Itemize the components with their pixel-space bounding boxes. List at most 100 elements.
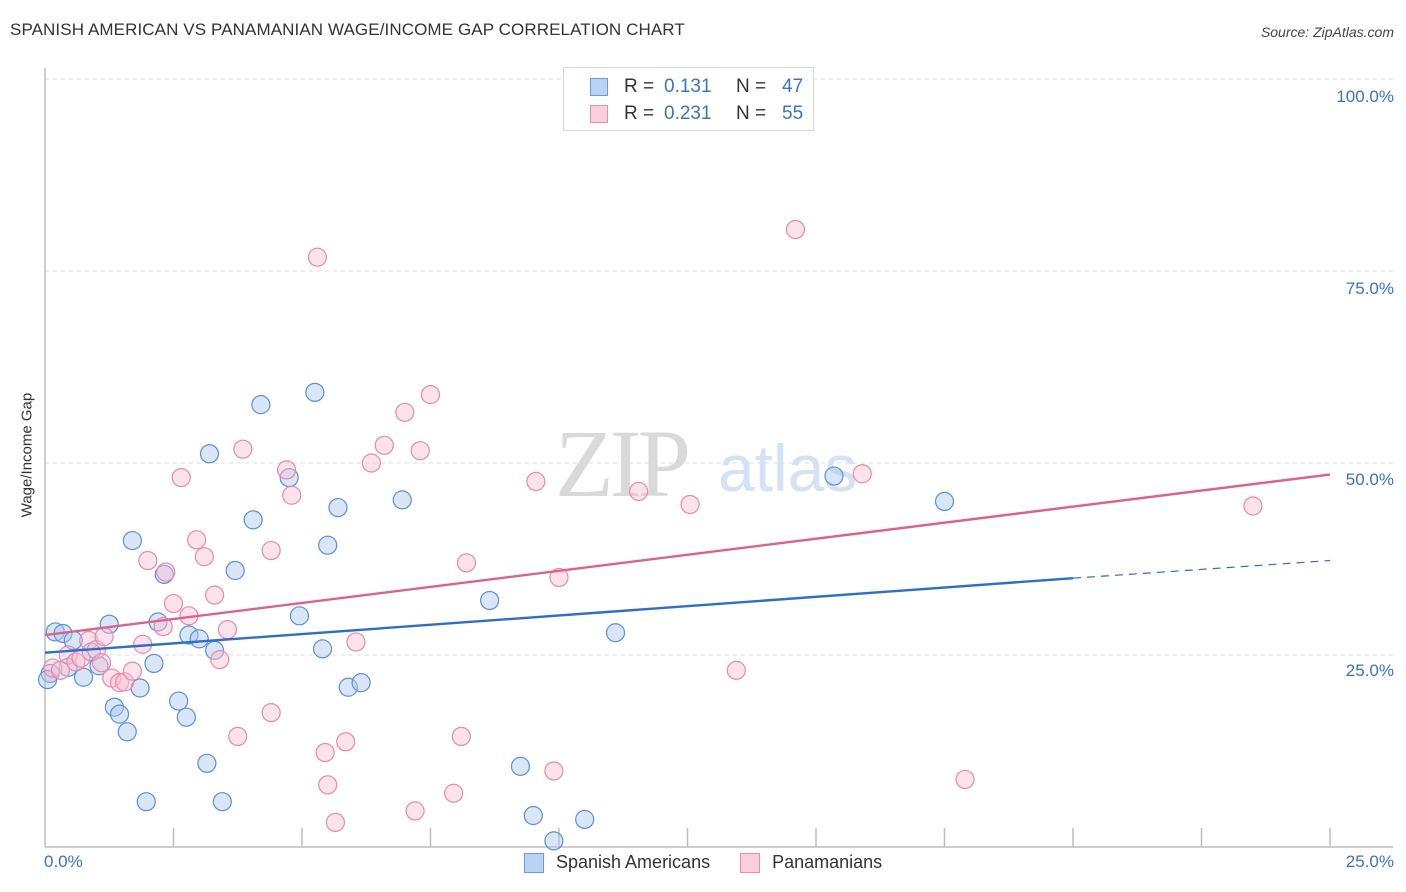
y-tick-25: 25.0% — [1345, 661, 1394, 680]
data-point — [261, 702, 281, 723]
data-point — [138, 550, 158, 571]
data-point — [91, 653, 112, 673]
legend-row-spanish-americans: R = 0.131 N = 47 — [590, 76, 803, 98]
data-point — [109, 704, 130, 724]
data-point — [544, 831, 564, 851]
data-point — [156, 562, 176, 582]
data-point — [395, 402, 415, 422]
data-point — [89, 656, 109, 676]
data-point — [176, 707, 196, 727]
n-value: 55 — [782, 103, 804, 124]
data-point — [276, 460, 297, 480]
data-point — [315, 742, 335, 763]
data-point — [328, 497, 348, 518]
r-label: R = — [624, 103, 655, 124]
spanish-americans-points — [37, 382, 955, 851]
x-tick-0: 0.0% — [44, 852, 83, 871]
data-point — [680, 494, 700, 515]
data-point — [410, 441, 430, 461]
data-point — [50, 660, 71, 680]
n-label: N = — [736, 103, 767, 124]
legend-item-spanish-americans[interactable]: Spanish Americans — [524, 852, 710, 873]
r-value: 0.231 — [664, 103, 712, 124]
y-tick-100: 100.0% — [1336, 87, 1394, 106]
panamanians-points — [43, 219, 1263, 833]
data-point — [346, 632, 366, 652]
data-point — [336, 732, 356, 752]
chart-title: SPANISH AMERICAN VS PANAMANIAN WAGE/INCO… — [10, 20, 685, 39]
data-point — [955, 769, 975, 790]
data-point — [189, 629, 209, 649]
n-value: 47 — [782, 76, 804, 97]
data-point — [163, 593, 184, 614]
data-point — [456, 553, 477, 573]
data-point — [43, 658, 63, 678]
data-point — [325, 812, 346, 833]
data-point — [318, 535, 338, 555]
data-point — [785, 219, 806, 240]
data-point — [136, 792, 156, 812]
data-point — [374, 435, 394, 455]
data-point — [726, 660, 746, 680]
data-point — [1243, 496, 1263, 516]
data-point — [122, 661, 142, 681]
data-point — [480, 590, 500, 611]
data-point — [307, 247, 328, 267]
y-tick-50: 50.0% — [1345, 470, 1394, 489]
data-point — [824, 466, 844, 486]
data-point — [197, 753, 217, 773]
legend-item-panamanians[interactable]: Panamanians — [740, 852, 882, 873]
trend-extension-line — [1072, 559, 1331, 579]
data-point — [351, 673, 371, 693]
data-point — [526, 471, 546, 492]
blue-swatch-icon — [590, 78, 608, 96]
data-point — [392, 490, 412, 510]
data-point — [243, 510, 263, 530]
data-point — [169, 691, 189, 711]
data-point — [305, 382, 325, 402]
data-point — [312, 639, 333, 659]
pink-swatch-icon — [590, 105, 608, 123]
data-point — [523, 805, 543, 826]
grid-lines — [45, 78, 1393, 656]
n-label: N = — [736, 76, 767, 97]
panamanians-trend-line — [44, 473, 1331, 637]
data-point — [205, 585, 225, 605]
data-point — [194, 547, 214, 567]
data-point — [282, 485, 302, 505]
data-point — [171, 467, 191, 488]
data-point — [444, 783, 464, 803]
y-tick-75: 75.0% — [1345, 279, 1394, 298]
data-point — [199, 444, 220, 464]
data-point — [338, 677, 358, 697]
data-point — [510, 756, 531, 776]
data-point — [261, 540, 281, 561]
data-point — [210, 650, 230, 670]
data-point — [544, 761, 564, 781]
r-label: R = — [624, 76, 655, 97]
legend-row-panamanians: R = 0.231 N = 55 — [590, 103, 803, 125]
data-point — [73, 667, 94, 687]
data-point — [225, 560, 245, 581]
data-point — [66, 652, 86, 672]
series-legend: Spanish Americans Panamanians — [524, 852, 912, 873]
spanish-americans-trend-line — [44, 577, 1074, 654]
pink-swatch-icon — [740, 852, 761, 873]
data-point — [122, 530, 142, 551]
data-point — [629, 481, 649, 502]
data-point — [361, 453, 381, 473]
data-point — [115, 672, 135, 692]
data-point — [144, 653, 164, 674]
data-point — [109, 673, 130, 693]
blue-swatch-icon — [524, 852, 544, 873]
data-point — [117, 722, 137, 742]
data-point — [94, 626, 114, 647]
data-point — [405, 801, 425, 821]
data-point — [420, 385, 441, 405]
data-point — [451, 726, 471, 747]
data-point — [318, 775, 338, 795]
data-point — [99, 614, 119, 634]
source-label: Source: ZipAtlas.com — [1260, 24, 1394, 40]
r-value: 0.131 — [664, 76, 712, 97]
